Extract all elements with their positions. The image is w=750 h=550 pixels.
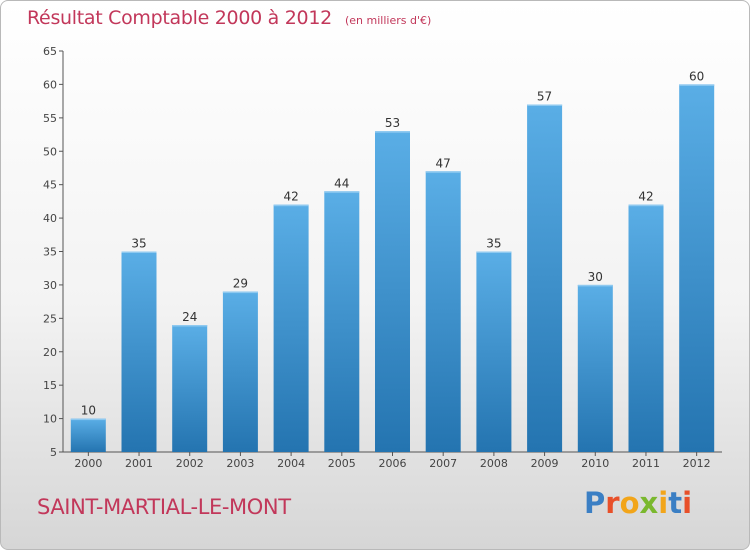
logo-letter: P: [584, 486, 606, 520]
bar-2005: [324, 191, 360, 453]
y-tick-label: 65: [43, 45, 57, 58]
chart-title-row: Résultat Comptable 2000 à 2012 (en milli…: [27, 7, 431, 29]
y-tick-label: 30: [43, 279, 57, 292]
bars: [70, 84, 715, 453]
bar-highlight: [172, 325, 208, 327]
bar-2003: [222, 291, 258, 452]
bar-2010: [577, 284, 613, 452]
y-tick-label: 55: [43, 112, 57, 125]
bar-2008: [476, 251, 512, 452]
x-tick-label: 2010: [581, 457, 609, 470]
y-tick-label: 20: [43, 346, 57, 359]
y-tick-label: 15: [43, 379, 57, 392]
x-axis: 2000 2001 2002 2003 2004 2005 2006 2007 2008 2009…: [63, 451, 722, 470]
x-tick-label: 2009: [531, 457, 559, 470]
x-tick-label: 2002: [176, 457, 204, 470]
y-tick-label: 60: [43, 78, 57, 91]
bar-2011: [628, 204, 664, 452]
y-axis: 5 10 15 20 25 30 35 40 45 50 55 60 65: [43, 45, 64, 459]
data-label: 57: [537, 89, 552, 103]
data-label: 47: [436, 156, 451, 170]
logo-letter: t: [668, 486, 683, 520]
data-label: 42: [638, 190, 653, 204]
y-tick-label: 40: [43, 212, 57, 225]
bar-highlight: [628, 204, 664, 207]
x-tick-label: 2007: [429, 457, 457, 470]
x-tick-label: 2003: [226, 457, 254, 470]
bar-2001: [121, 251, 157, 452]
x-tick-label: 2004: [277, 457, 305, 470]
data-label: 10: [81, 404, 96, 418]
chart-title: Résultat Comptable 2000 à 2012: [27, 7, 332, 29]
data-label: 44: [334, 176, 349, 190]
y-tick-label: 10: [43, 413, 57, 426]
data-label: 53: [385, 116, 400, 130]
bar-highlight: [679, 84, 715, 86]
x-tick-label: 2005: [328, 457, 356, 470]
bar-2004: [273, 204, 309, 452]
bar-2009: [527, 104, 563, 452]
x-tick-label: 2011: [632, 457, 660, 470]
bar-highlight: [375, 131, 410, 133]
y-tick-label: 50: [43, 145, 57, 158]
x-tick-label: 2008: [480, 457, 508, 470]
y-tick-label: 25: [43, 312, 57, 325]
bar-2002: [172, 325, 208, 452]
logo-letter: i: [658, 486, 669, 520]
chart-subtitle: (en milliers d'€): [344, 14, 432, 27]
data-label: 35: [131, 237, 146, 251]
x-tick-label: 2001: [125, 457, 153, 470]
data-label: 29: [233, 277, 248, 291]
bar-highlight: [324, 191, 360, 193]
bar-highlight: [121, 251, 157, 253]
bar-2006: [375, 131, 410, 452]
logo-letter: o: [619, 486, 640, 520]
x-tick-label: 2000: [74, 457, 102, 470]
data-label: 30: [588, 270, 603, 284]
y-tick-label: 45: [43, 179, 57, 192]
bar-2012: [679, 84, 715, 453]
bar-highlight: [527, 104, 563, 106]
logo-letter: x: [639, 486, 659, 520]
y-tick-label: 35: [43, 246, 57, 259]
data-label: 60: [689, 69, 704, 83]
data-label: 42: [283, 190, 298, 204]
bar-highlight: [222, 291, 258, 294]
proxiti-logo[interactable]: Proxiti: [584, 486, 692, 520]
bar-2000: [70, 418, 106, 452]
data-label: 35: [486, 237, 501, 251]
data-label: 24: [182, 310, 197, 324]
bar-highlight: [577, 284, 613, 287]
x-tick-label: 2006: [379, 457, 407, 470]
bar-highlight: [70, 418, 106, 421]
logo-letter: i: [682, 486, 693, 520]
commune-name: SAINT-MARTIAL-LE-MONT: [37, 495, 291, 519]
x-tick-label: 2012: [683, 457, 711, 470]
logo-letter: r: [605, 486, 620, 520]
bar-highlight: [476, 251, 512, 253]
data-labels: 10 35 24 29 42 44 53 47 35 57 30 42 60: [81, 69, 705, 417]
bar-2007: [425, 171, 461, 453]
bar-highlight: [425, 171, 461, 173]
y-tick-label: 5: [50, 446, 57, 459]
bar-highlight: [273, 204, 309, 207]
